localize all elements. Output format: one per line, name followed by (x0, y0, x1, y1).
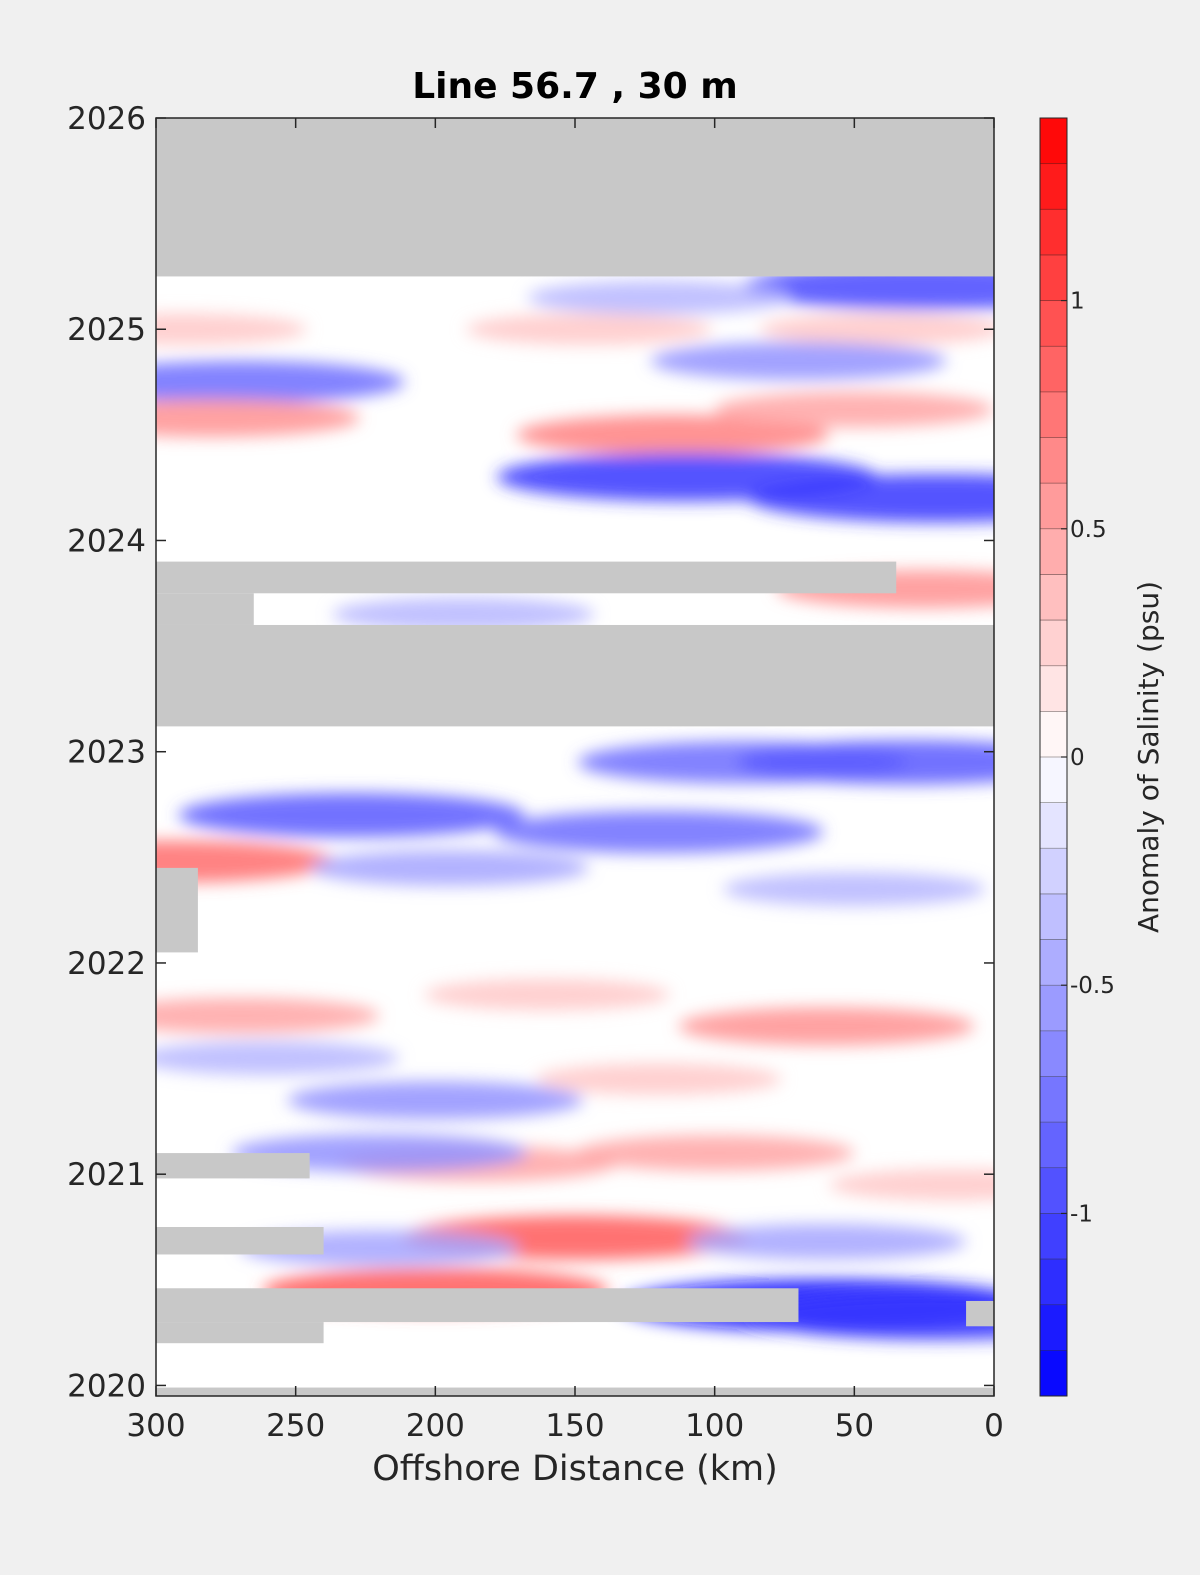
anomaly-feature (650, 341, 947, 380)
y-tick-label: 2022 (67, 946, 146, 982)
colorbar-segment (1040, 300, 1067, 347)
anomaly-feature (737, 740, 994, 785)
y-tick-label: 2021 (67, 1157, 146, 1193)
anomaly-feature (156, 997, 380, 1034)
chart-title: Line 56.7 , 30 m (412, 66, 738, 107)
anomaly-features (156, 263, 994, 1341)
colorbar-segment (1040, 620, 1067, 667)
colorbar-segment (1040, 665, 1067, 712)
colorbar-label: Anomaly of Salinity (psu) (1132, 581, 1165, 933)
anomaly-feature (156, 360, 405, 404)
colorbar-segment (1040, 802, 1067, 849)
y-tick-label: 2025 (67, 312, 146, 348)
anomaly-feature (829, 1168, 994, 1201)
colorbar-segment (1040, 437, 1067, 484)
colorbar-tick-label: 0.5 (1070, 517, 1107, 543)
colorbar-tick-label: -1 (1070, 1201, 1093, 1227)
x-tick-label: 250 (266, 1408, 325, 1444)
anomaly-feature (748, 473, 994, 523)
x-tick-label: 300 (126, 1408, 185, 1444)
no-data-region (156, 1153, 310, 1179)
colorbar-segment (1040, 483, 1067, 530)
no-data-region (156, 118, 994, 277)
y-tick-label: 2020 (67, 1368, 146, 1404)
colorbar-segment (1040, 848, 1067, 895)
anomaly-feature (156, 313, 307, 346)
colorbar-segment (1040, 1213, 1067, 1260)
colorbar-segment (1040, 574, 1067, 621)
y-axis: 2020 2021 2022 2023 2024 2025 2026 (67, 101, 994, 1404)
x-tick-label: 150 (545, 1408, 604, 1444)
colorbar-tick-label: 1 (1070, 289, 1085, 315)
colorbar-tick-label: -0.5 (1070, 973, 1115, 999)
no-data-region (966, 1300, 994, 1327)
colorbar-segment (1040, 118, 1067, 165)
anomaly-feature (535, 1063, 782, 1095)
colorbar-segment (1040, 1304, 1067, 1351)
anomaly-feature (156, 398, 360, 437)
x-axis-label: Offshore Distance (km) (372, 1449, 778, 1489)
colorbar-segment (1040, 528, 1067, 575)
no-data-region (156, 593, 254, 625)
plot-area (156, 118, 994, 1396)
y-tick-label: 2024 (67, 523, 146, 559)
colorbar-segment (1040, 1122, 1067, 1169)
no-data-region (156, 1322, 324, 1344)
colorbar-segment (1040, 939, 1067, 986)
anomaly-feature (516, 414, 830, 455)
colorbar-segment (1040, 391, 1067, 438)
anomaly-feature (759, 313, 994, 346)
colorbar-segment (1040, 346, 1067, 393)
anomaly-feature (156, 840, 335, 883)
anomaly-feature (331, 597, 595, 632)
colorbar-segment (1040, 757, 1067, 804)
x-tick-label: 50 (835, 1408, 874, 1444)
colorbar-segment (1040, 1259, 1067, 1306)
colorbar-segment (1040, 711, 1067, 758)
anomaly-feature (678, 1007, 975, 1046)
x-tick-label: 200 (406, 1408, 465, 1444)
anomaly-feature (178, 792, 525, 838)
colorbar: 1 0.5 0 -0.5 -1 (1039, 117, 1115, 1397)
colorbar-segment (1040, 254, 1067, 302)
colorbar-segment (1040, 1030, 1067, 1077)
no-data-region (156, 1288, 799, 1323)
anomaly-feature (309, 849, 589, 886)
anomaly-feature (466, 313, 712, 346)
anomaly-feature (686, 1223, 967, 1260)
colorbar-segment (1040, 209, 1067, 256)
anomaly-feature (527, 280, 791, 315)
colorbar-segment (1040, 1167, 1067, 1214)
colorbar-segment (1040, 1076, 1067, 1123)
no-data-region (156, 1227, 324, 1255)
anomaly-feature (287, 1081, 584, 1120)
no-data-region (156, 561, 897, 594)
anomaly-feature (748, 1291, 994, 1341)
colorbar-segment (1040, 1350, 1067, 1397)
no-data-region (156, 624, 994, 727)
anomaly-feature (493, 810, 824, 854)
colorbar-segment (1040, 985, 1067, 1032)
x-tick-label: 0 (984, 1408, 1004, 1444)
no-data-region (156, 867, 198, 953)
colorbar-segment (1040, 163, 1067, 210)
anomaly-feature (575, 1135, 855, 1172)
y-tick-label: 2023 (67, 735, 146, 771)
x-tick-label: 100 (685, 1408, 744, 1444)
x-axis: 300 250 200 150 100 50 0 (126, 118, 1004, 1444)
anomaly-feature (156, 1041, 399, 1075)
y-tick-label: 2026 (67, 101, 146, 137)
colorbar-tick-label: 0 (1070, 745, 1085, 771)
colorbar-segment (1040, 893, 1067, 941)
anomaly-feature (723, 872, 986, 906)
anomaly-feature (424, 978, 670, 1011)
anomaly-feature (714, 391, 994, 428)
